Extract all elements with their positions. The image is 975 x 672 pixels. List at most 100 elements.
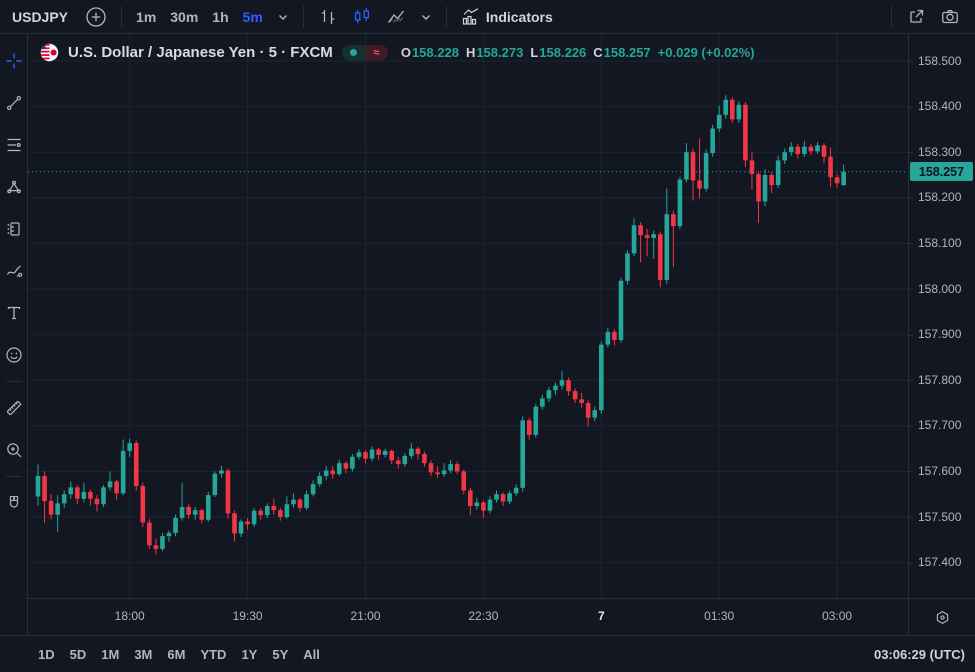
position-tool-button[interactable] [1, 208, 27, 250]
candle [566, 377, 571, 396]
time-axis[interactable]: 18:00 19:30 21:00 22:30 7 01:30 03:00 [28, 598, 908, 635]
candle [690, 148, 696, 201]
price-tick-mark [909, 243, 913, 245]
range-1m-button[interactable]: 1M [95, 643, 125, 666]
range-1y-button[interactable]: 1Y [235, 643, 263, 666]
candle [114, 479, 119, 500]
candle [775, 155, 781, 188]
candle [166, 530, 172, 542]
price-tick-label: 158.100 [918, 235, 962, 250]
pattern-icon [5, 178, 23, 196]
candle [487, 496, 493, 514]
emoji-tool-button[interactable] [1, 334, 27, 376]
trend-line-tool-button[interactable] [1, 82, 27, 124]
magnet-tool-button[interactable] [1, 482, 27, 524]
candle [199, 508, 205, 524]
text-icon [5, 304, 23, 322]
chart-pane[interactable]: U.S. Dollar / Japanese Yen · 5 · FXCM ≈ … [28, 34, 908, 598]
symbol-button[interactable]: USDJPY [10, 3, 78, 31]
chevron-down-icon [420, 11, 432, 23]
candle [651, 230, 656, 259]
candle [625, 250, 630, 285]
price-tick-mark [909, 106, 913, 108]
candle [120, 439, 126, 496]
candle [363, 450, 368, 464]
price-tick-label: 157.500 [918, 509, 962, 524]
candle [284, 496, 290, 519]
candle [579, 392, 584, 408]
price-tick-label: 158.200 [918, 190, 962, 205]
price-tick-label: 158.300 [918, 144, 962, 159]
chart-type-area-button[interactable] [379, 3, 413, 31]
range-3m-button[interactable]: 3M [128, 643, 158, 666]
symbol-title[interactable]: U.S. Dollar / Japanese Yen · 5 · FXCM [68, 44, 333, 61]
range-5d-button[interactable]: 5D [64, 643, 93, 666]
candle [48, 494, 54, 520]
crosshair-icon [5, 52, 23, 70]
fib-retracement-tool-button[interactable] [1, 124, 27, 166]
brush-icon [5, 262, 23, 280]
crosshair-tool-button[interactable] [1, 40, 27, 82]
brush-tool-button[interactable] [1, 250, 27, 292]
candle [75, 485, 80, 505]
interval-1m-button[interactable]: 1m [129, 3, 163, 31]
candle [186, 504, 191, 519]
candle [107, 471, 113, 491]
candle [310, 480, 316, 497]
clock[interactable]: 03:06:29 (UTC) [873, 646, 965, 662]
candle [415, 446, 421, 460]
close-value: 158.257 [603, 45, 651, 60]
compare-add-button[interactable] [78, 3, 114, 31]
candle [448, 460, 453, 474]
range-6m-button[interactable]: 6M [161, 643, 191, 666]
candle [559, 371, 565, 390]
low-value: 158.226 [539, 45, 587, 60]
position-tool-icon [5, 220, 23, 238]
range-5y-button[interactable]: 5Y [266, 643, 294, 666]
candle [337, 460, 342, 476]
candle [802, 140, 807, 157]
candle [841, 164, 846, 186]
screenshot-button[interactable] [933, 3, 967, 31]
range-all-button[interactable]: All [297, 643, 326, 666]
publish-button[interactable] [899, 3, 933, 31]
interval-1h-button[interactable]: 1h [205, 3, 235, 31]
measure-tool-button[interactable] [1, 387, 27, 429]
indicators-button[interactable]: Indicators [454, 3, 560, 31]
toolbar-separator [121, 5, 123, 28]
time-tick-label: 18:00 [114, 609, 145, 623]
last-price-badge[interactable]: 158.257 [910, 162, 973, 182]
candle [153, 538, 159, 555]
text-tool-button[interactable] [1, 292, 27, 334]
candle [638, 222, 643, 263]
candle [749, 152, 755, 190]
time-tick-label: 03:00 [822, 609, 853, 623]
chart-settings-button[interactable] [934, 609, 951, 626]
range-1d-button[interactable]: 1D [32, 643, 61, 666]
price-axis[interactable]: 158.500 158.400 158.300 158.200 158.100 158.0… [908, 34, 975, 635]
candle [834, 174, 840, 188]
candle [703, 149, 709, 192]
interval-30m-button[interactable]: 30m [163, 3, 205, 31]
candle [147, 519, 152, 549]
area-chart-icon [386, 7, 406, 27]
candle [297, 497, 303, 512]
candle [317, 472, 322, 487]
time-tick-label: 21:00 [350, 609, 381, 623]
time-tick-label: 19:30 [232, 609, 263, 623]
interval-5m-button[interactable]: 5m [236, 3, 270, 31]
candle [251, 507, 257, 528]
chart-type-bars-button[interactable] [311, 3, 345, 31]
pattern-tool-button[interactable] [1, 166, 27, 208]
chart-legend: U.S. Dollar / Japanese Yen · 5 · FXCM ≈ … [40, 43, 755, 62]
price-tick-mark [909, 334, 913, 336]
market-status-pill[interactable]: ≈ [341, 44, 388, 61]
chart-type-candles-button[interactable] [345, 3, 379, 31]
candle [343, 461, 349, 474]
zoom-in-tool-button[interactable] [1, 429, 27, 471]
magnet-icon [5, 494, 23, 512]
interval-menu-button[interactable] [270, 3, 296, 31]
range-ytd-button[interactable]: YTD [194, 643, 232, 666]
chart-type-menu-button[interactable] [413, 3, 439, 31]
bottom-bar: 1D 5D 1M 3M 6M YTD 1Y 5Y All 03:06:29 (U… [0, 635, 975, 672]
